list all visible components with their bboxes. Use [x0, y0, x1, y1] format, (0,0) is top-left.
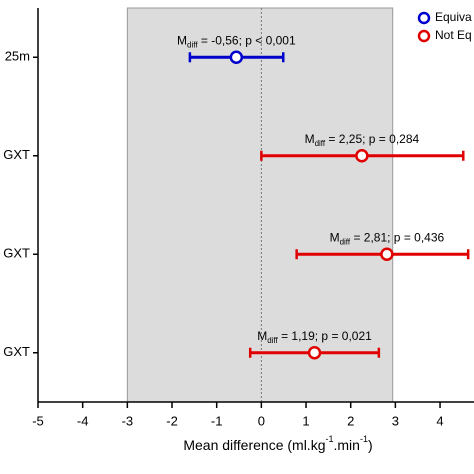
- y-tick-label: 25m: [5, 49, 30, 64]
- annotation-label: M: [305, 132, 315, 146]
- superscript: -1: [360, 434, 368, 444]
- x-tick-label: 0: [258, 413, 265, 428]
- legend-marker: [417, 11, 431, 25]
- annotation-text: = -0,56; p < 0,001: [198, 33, 296, 47]
- x-tick-label: 3: [392, 413, 399, 428]
- annotation: Mdiff = 1,19; p = 0,021: [257, 329, 372, 345]
- annotation-text: = 2,25; p = 0,284: [325, 132, 419, 146]
- x-axis-title: Mean difference (ml.kg-1.min-1): [183, 434, 372, 452]
- legend-marker: [417, 29, 431, 43]
- axis-title-part: ): [368, 437, 373, 453]
- annotation-text: = 2,81; p = 0,436: [350, 230, 444, 244]
- annotation: Mdiff = 2,25; p = 0,284: [305, 132, 420, 148]
- annotation-label: M: [330, 230, 340, 244]
- annotation-label: M: [257, 329, 267, 343]
- annotation-sub: diff: [340, 237, 351, 246]
- y-tick-label: GXT: [3, 147, 30, 162]
- y-tick-label: GXT: [3, 246, 30, 261]
- axis-title-part: .min: [334, 437, 360, 453]
- axis-title-part: Mean difference (ml.kg: [183, 437, 325, 453]
- annotation-sub: diff: [267, 336, 278, 345]
- point: [229, 50, 244, 64]
- equivalence-band: [126, 7, 394, 403]
- legend-label: Equiva: [435, 10, 472, 24]
- x-tick-label: 1: [302, 413, 309, 428]
- legend-label: Not Eq: [435, 28, 472, 42]
- annotation-label: M: [177, 33, 187, 47]
- superscript: -1: [325, 434, 333, 444]
- x-tick-label: -4: [77, 413, 89, 428]
- point: [380, 247, 394, 261]
- point: [355, 149, 369, 163]
- x-tick-label: -1: [211, 413, 223, 428]
- annotation-sub: diff: [315, 139, 326, 148]
- point: [307, 346, 322, 360]
- annotation: Mdiff = -0,56; p < 0,001: [177, 33, 296, 49]
- x-tick-label: -3: [122, 413, 134, 428]
- x-tick-label: 4: [436, 413, 443, 428]
- x-tick-label: 2: [347, 413, 354, 428]
- annotation-text: = 1,19; p = 0,021: [278, 329, 372, 343]
- x-tick-label: -5: [32, 413, 44, 428]
- annotation: Mdiff = 2,81; p = 0,436: [330, 230, 445, 246]
- x-tick-label: -2: [166, 413, 178, 428]
- annotation-sub: diff: [187, 40, 198, 49]
- y-tick-label: GXT: [3, 344, 30, 359]
